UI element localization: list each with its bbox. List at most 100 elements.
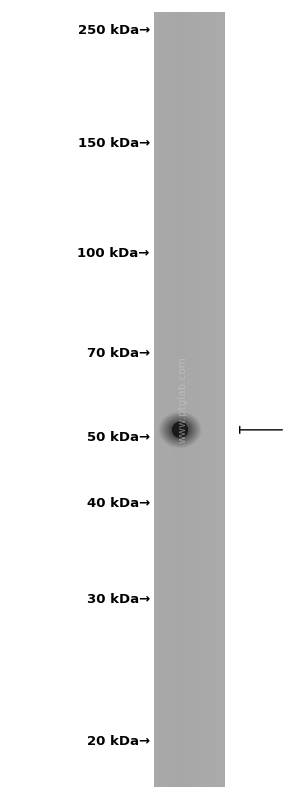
Ellipse shape — [165, 417, 195, 443]
Bar — [191, 12, 192, 787]
Bar — [193, 12, 194, 787]
Bar — [203, 12, 205, 787]
Bar — [211, 12, 212, 787]
Bar — [171, 12, 172, 787]
Ellipse shape — [168, 419, 192, 440]
Bar — [196, 12, 198, 787]
Text: 100 kDa→: 100 kDa→ — [77, 247, 150, 260]
Text: 50 kDa→: 50 kDa→ — [87, 431, 150, 443]
Bar — [160, 12, 161, 787]
Bar — [188, 12, 190, 787]
Bar — [206, 12, 207, 787]
Bar — [176, 12, 177, 787]
Ellipse shape — [173, 423, 187, 436]
Bar — [161, 12, 162, 787]
Ellipse shape — [176, 426, 184, 434]
Bar — [221, 12, 222, 787]
Ellipse shape — [176, 427, 184, 433]
Bar — [164, 12, 165, 787]
Bar — [181, 12, 182, 787]
Bar — [155, 12, 156, 787]
Ellipse shape — [165, 417, 195, 443]
Bar — [175, 12, 177, 787]
Bar — [218, 12, 219, 787]
Bar — [180, 12, 181, 787]
Bar — [163, 12, 164, 787]
Bar — [184, 12, 185, 787]
Ellipse shape — [175, 426, 185, 434]
Ellipse shape — [173, 424, 187, 435]
Bar — [166, 12, 167, 787]
Bar — [223, 12, 224, 787]
Ellipse shape — [175, 425, 185, 435]
Bar — [167, 12, 168, 787]
Bar — [181, 12, 183, 787]
Bar — [169, 12, 170, 787]
Bar — [207, 12, 208, 787]
Ellipse shape — [163, 415, 197, 444]
Bar — [202, 12, 204, 787]
Bar — [168, 12, 169, 787]
Bar — [182, 12, 183, 787]
Bar — [192, 12, 193, 787]
Ellipse shape — [161, 414, 199, 446]
Text: 250 kDa→: 250 kDa→ — [77, 24, 150, 37]
Bar — [190, 12, 192, 787]
Bar — [187, 12, 189, 787]
Ellipse shape — [169, 420, 191, 439]
Ellipse shape — [166, 419, 194, 441]
Ellipse shape — [171, 422, 189, 438]
Text: 30 kDa→: 30 kDa→ — [86, 593, 150, 606]
Ellipse shape — [168, 420, 192, 439]
Bar — [165, 12, 166, 787]
Bar — [208, 12, 209, 787]
Bar — [210, 12, 211, 787]
Bar — [215, 12, 216, 787]
Text: 150 kDa→: 150 kDa→ — [77, 137, 150, 150]
Bar — [200, 12, 201, 787]
Bar — [172, 12, 173, 787]
Ellipse shape — [160, 413, 200, 447]
Ellipse shape — [163, 415, 197, 445]
Bar — [173, 12, 175, 787]
Ellipse shape — [172, 423, 188, 437]
Bar — [195, 12, 196, 787]
Bar — [183, 12, 184, 787]
Bar — [158, 12, 160, 787]
Bar — [166, 12, 168, 787]
Bar — [198, 12, 199, 787]
Bar — [204, 12, 206, 787]
Bar — [197, 12, 198, 787]
Ellipse shape — [170, 422, 190, 438]
Bar — [189, 12, 191, 787]
Ellipse shape — [166, 418, 194, 442]
Bar — [202, 12, 203, 787]
Bar — [178, 12, 179, 787]
Text: www.ptglab.com: www.ptglab.com — [178, 356, 188, 443]
Bar — [201, 12, 202, 787]
Bar — [158, 12, 159, 787]
Bar — [156, 12, 157, 787]
Bar — [157, 12, 158, 787]
Bar — [187, 12, 188, 787]
Ellipse shape — [167, 419, 193, 441]
Ellipse shape — [174, 424, 186, 435]
Ellipse shape — [161, 413, 199, 447]
Bar — [173, 12, 174, 787]
Ellipse shape — [164, 416, 196, 443]
Ellipse shape — [172, 422, 188, 438]
Bar — [219, 12, 220, 787]
Ellipse shape — [162, 415, 198, 445]
Bar — [205, 12, 206, 787]
Bar — [154, 12, 155, 787]
Ellipse shape — [159, 411, 201, 448]
Text: 40 kDa→: 40 kDa→ — [86, 497, 150, 510]
Text: 20 kDa→: 20 kDa→ — [87, 735, 150, 748]
Bar — [219, 12, 221, 787]
Ellipse shape — [170, 421, 190, 439]
Bar — [213, 12, 214, 787]
Bar — [199, 12, 200, 787]
Bar — [177, 12, 178, 787]
Bar — [162, 12, 163, 787]
Bar — [170, 12, 171, 787]
